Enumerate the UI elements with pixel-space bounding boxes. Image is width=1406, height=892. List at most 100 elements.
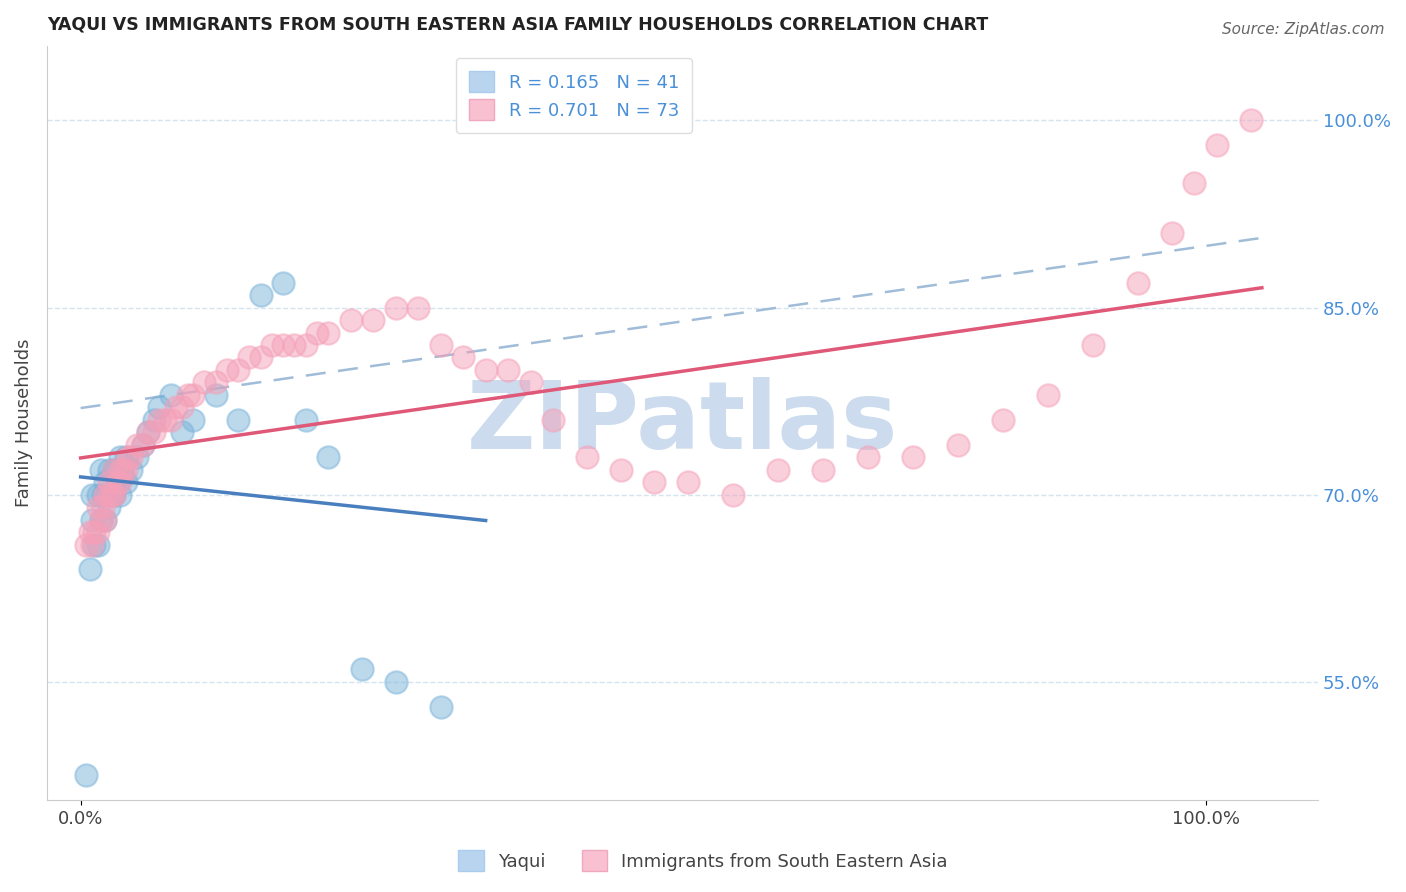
Point <box>1205 138 1227 153</box>
Point <box>429 699 451 714</box>
Point <box>643 475 665 490</box>
Point <box>125 450 148 465</box>
Point <box>112 469 135 483</box>
Point <box>271 338 294 352</box>
Point <box>609 463 631 477</box>
Point <box>97 463 120 477</box>
Legend: Yaqui, Immigrants from South Eastern Asia: Yaqui, Immigrants from South Eastern Asi… <box>451 843 955 879</box>
Text: ZIPatlas: ZIPatlas <box>467 377 898 469</box>
Point <box>1126 276 1149 290</box>
Point <box>361 313 384 327</box>
Point <box>103 463 125 477</box>
Point <box>103 488 125 502</box>
Point <box>97 500 120 515</box>
Point <box>153 413 176 427</box>
Point <box>519 376 541 390</box>
Point <box>101 488 124 502</box>
Point <box>97 488 120 502</box>
Point <box>148 401 170 415</box>
Point <box>105 475 128 490</box>
Point <box>176 388 198 402</box>
Point <box>136 425 159 440</box>
Point <box>91 500 114 515</box>
Point <box>541 413 564 427</box>
Point <box>75 768 97 782</box>
Point <box>238 351 260 365</box>
Point <box>204 388 226 402</box>
Point <box>148 413 170 427</box>
Point <box>676 475 699 490</box>
Point <box>114 475 136 490</box>
Y-axis label: Family Households: Family Households <box>15 339 32 508</box>
Point <box>117 450 139 465</box>
Point <box>474 363 496 377</box>
Point <box>131 438 153 452</box>
Point <box>159 388 181 402</box>
Point <box>294 338 316 352</box>
Point <box>226 413 249 427</box>
Point <box>496 363 519 377</box>
Point <box>142 413 165 427</box>
Point <box>94 488 117 502</box>
Text: YAQUI VS IMMIGRANTS FROM SOUTH EASTERN ASIA FAMILY HOUSEHOLDS CORRELATION CHART: YAQUI VS IMMIGRANTS FROM SOUTH EASTERN A… <box>46 15 988 33</box>
Point <box>120 463 142 477</box>
Point <box>260 338 283 352</box>
Point <box>170 425 193 440</box>
Point <box>90 463 112 477</box>
Point <box>112 463 135 477</box>
Point <box>901 450 924 465</box>
Point <box>350 662 373 676</box>
Point <box>1160 226 1182 240</box>
Point <box>131 438 153 452</box>
Point <box>1240 113 1263 128</box>
Point <box>142 425 165 440</box>
Point <box>1182 176 1205 190</box>
Point <box>249 351 271 365</box>
Point <box>83 537 105 551</box>
Point <box>105 475 128 490</box>
Point <box>384 674 406 689</box>
Point <box>181 388 204 402</box>
Point <box>249 288 271 302</box>
Point <box>108 450 131 465</box>
Point <box>429 338 451 352</box>
Point <box>108 463 131 477</box>
Point <box>316 450 339 465</box>
Point <box>193 376 215 390</box>
Point <box>136 425 159 440</box>
Point <box>305 326 328 340</box>
Point <box>856 450 879 465</box>
Point <box>811 463 834 477</box>
Point <box>226 363 249 377</box>
Point <box>294 413 316 427</box>
Point <box>339 313 361 327</box>
Point <box>97 475 120 490</box>
Point <box>90 513 112 527</box>
Point <box>170 401 193 415</box>
Point <box>120 450 142 465</box>
Point <box>103 463 125 477</box>
Point <box>575 450 598 465</box>
Point <box>101 488 124 502</box>
Legend: R = 0.165   N = 41, R = 0.701   N = 73: R = 0.165 N = 41, R = 0.701 N = 73 <box>457 59 692 133</box>
Point <box>384 301 406 315</box>
Point <box>79 524 101 539</box>
Point <box>451 351 474 365</box>
Point <box>271 276 294 290</box>
Point <box>94 475 117 490</box>
Point <box>283 338 305 352</box>
Point <box>80 537 103 551</box>
Point <box>103 488 125 502</box>
Point <box>114 450 136 465</box>
Point <box>181 413 204 427</box>
Point <box>406 301 429 315</box>
Point <box>204 376 226 390</box>
Point <box>766 463 789 477</box>
Point <box>83 524 105 539</box>
Point <box>1036 388 1059 402</box>
Point <box>91 488 114 502</box>
Point <box>90 513 112 527</box>
Point <box>80 513 103 527</box>
Point <box>86 488 108 502</box>
Point <box>316 326 339 340</box>
